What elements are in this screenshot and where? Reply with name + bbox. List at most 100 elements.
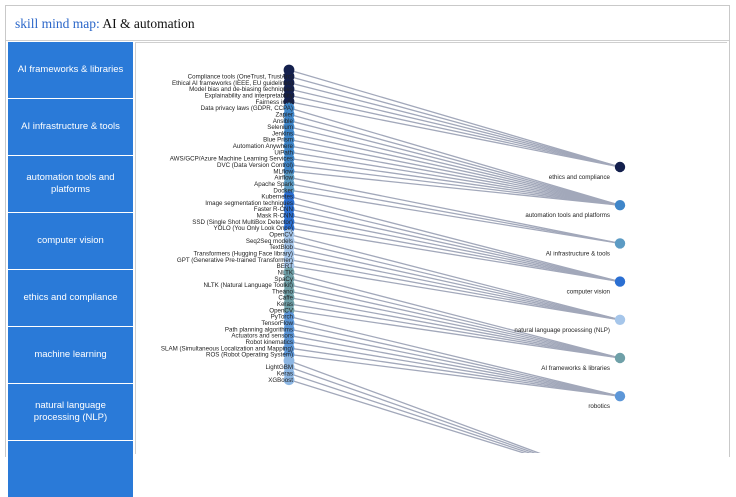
edge — [288, 290, 621, 359]
edge — [288, 183, 621, 245]
skill-label: XGBoost — [268, 377, 293, 384]
skill-label: Data privacy laws (GDPR, CCPA) — [201, 105, 293, 112]
edge — [288, 322, 621, 397]
edge — [288, 240, 621, 321]
skill-label: Kubernetes — [261, 194, 293, 201]
skill-label: UiPath — [274, 149, 293, 156]
header-divider — [6, 40, 729, 41]
skill-label: PyTorch — [271, 314, 294, 321]
skill-label: LightGBM — [265, 364, 293, 371]
node-group — [283, 64, 626, 402]
skill-label: YOLO (You Only Look Once) — [213, 225, 293, 232]
sidebar: AI frameworks & libraries AI infrastruct… — [8, 42, 133, 497]
skill-label: Airflow — [274, 175, 293, 182]
skill-label: Path planning algorithms — [225, 326, 293, 333]
sidebar-item-label: ethics and compliance — [23, 292, 118, 303]
skill-label: Actuators and sensors — [231, 333, 293, 340]
edge — [288, 258, 621, 321]
skill-label: Ansible — [273, 118, 294, 125]
label-group: Compliance tools (OneTrust, TrustArc)Eth… — [161, 74, 611, 411]
edge — [288, 75, 621, 168]
skill-label: Zapier — [275, 111, 293, 118]
skill-label: NLTK — [278, 269, 294, 276]
skill-label: Seq2Seq models — [246, 238, 293, 245]
edge — [288, 132, 621, 206]
sidebar-item-computer-vision[interactable]: computer vision — [8, 213, 133, 269]
edge — [288, 303, 621, 359]
edge — [288, 233, 621, 321]
sidebar-item-ai-infrastructure[interactable]: AI infrastructure & tools — [8, 99, 133, 155]
edge — [288, 252, 621, 321]
skill-label: Apache Spark — [254, 181, 294, 188]
skill-label: TextBlob — [269, 244, 293, 251]
edge — [288, 372, 532, 453]
edge — [288, 284, 621, 359]
edge — [288, 353, 621, 397]
edge — [288, 138, 621, 206]
skill-label: Mask R-CNN — [257, 213, 293, 220]
skill-label: SpaCy — [274, 276, 293, 283]
sidebar-item-nlp[interactable]: natural language processing (NLP) — [8, 384, 133, 440]
category-node-ai-frameworks-libraries — [614, 352, 626, 364]
sidebar-item-label: AI infrastructure & tools — [21, 121, 120, 132]
edge — [288, 328, 621, 397]
category-label: robotics — [588, 403, 610, 410]
sidebar-item-automation-tools[interactable]: automation tools and platforms — [8, 156, 133, 212]
category-node-computer-vision — [614, 276, 626, 287]
category-node-automation-tools-and-platforms — [614, 200, 626, 211]
category-label: AI frameworks & libraries — [541, 365, 610, 372]
edge — [288, 202, 621, 283]
edge — [288, 379, 527, 453]
sidebar-item-label: machine learning — [34, 349, 107, 360]
edge — [288, 94, 621, 168]
edge — [288, 100, 621, 168]
skill-label: Faster R-CNN — [254, 206, 293, 213]
sidebar-item-ethics-compliance[interactable]: ethics and compliance — [8, 270, 133, 326]
edge — [288, 126, 621, 206]
category-node-ethics-and-compliance — [614, 161, 626, 173]
sidebar-item-robotics[interactable] — [8, 441, 133, 497]
edge — [288, 69, 621, 168]
page-frame — [5, 5, 730, 457]
skill-label: DVC (Data Version Control) — [217, 162, 293, 169]
edge-group — [288, 69, 621, 453]
edge — [288, 334, 621, 397]
skill-label: Model bias and de-biasing techniques — [189, 86, 293, 93]
skill-label: Explainability and interpretability — [205, 92, 294, 99]
category-node-robotics — [614, 391, 626, 402]
skill-label: SLAM (Simultaneous Localization and Mapp… — [161, 345, 293, 352]
edge — [288, 315, 621, 397]
edge — [288, 277, 621, 359]
skill-label: Theano — [272, 288, 294, 295]
edge — [288, 145, 621, 206]
mind-map-panel: Compliance tools (OneTrust, TrustArc) Eth… — [135, 42, 727, 454]
category-label: AI infrastructure & tools — [546, 250, 610, 257]
edge — [288, 119, 621, 206]
skill-label: Docker — [273, 187, 293, 194]
edge — [288, 347, 621, 397]
skill-label: MLflow — [273, 168, 293, 175]
edge — [288, 341, 621, 397]
category-label: automation tools and platforms — [525, 212, 610, 219]
edge — [288, 189, 621, 245]
skill-label: Keras — [277, 371, 293, 378]
sidebar-item-ai-frameworks[interactable]: AI frameworks & libraries — [8, 42, 133, 98]
skill-label: Fairness in AI — [256, 99, 294, 106]
edge — [288, 157, 621, 206]
edge — [288, 195, 621, 283]
skill-label: TensorFlow — [261, 320, 293, 327]
edge — [288, 88, 621, 168]
edge — [288, 221, 621, 283]
skill-label: Selenium — [267, 124, 293, 131]
edge — [288, 170, 621, 206]
category-label: computer vision — [567, 289, 611, 296]
edge — [288, 271, 621, 359]
sidebar-item-machine-learning[interactable]: machine learning — [8, 327, 133, 383]
skill-label: OpenCV — [269, 307, 294, 314]
skill-label: AWS/GCP/Azure Machine Learning Services — [170, 156, 293, 163]
edge — [288, 208, 621, 283]
edge — [288, 246, 621, 321]
skill-label: Jenkins — [272, 130, 293, 137]
edge — [288, 82, 621, 168]
category-label: natural language processing (NLP) — [514, 327, 610, 334]
